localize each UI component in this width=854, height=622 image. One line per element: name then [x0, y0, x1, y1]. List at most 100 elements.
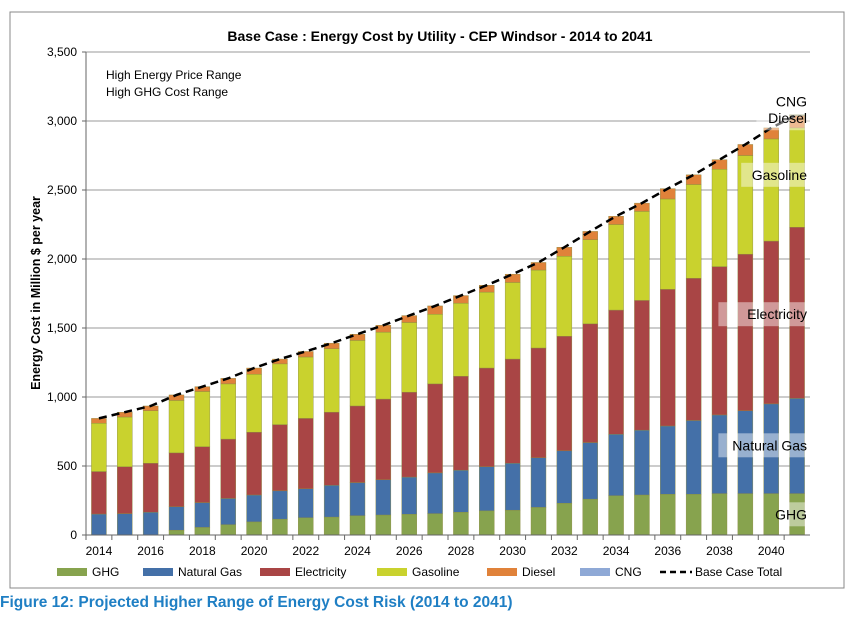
bar-electricity: [634, 300, 650, 431]
legend-item: CNG: [615, 565, 642, 579]
bar-natural-gas: [323, 485, 340, 518]
bar-electricity: [142, 463, 159, 513]
bar-electricity: [685, 278, 702, 421]
y-tick-label: 1,500: [47, 321, 77, 335]
y-tick-label: 2,000: [47, 252, 77, 266]
bar-ghg: [168, 529, 185, 536]
stacked-bar-chart: Base Case : Energy Cost by Utility - CEP…: [9, 11, 845, 589]
bar-ghg: [246, 521, 262, 536]
side-label-bg: [779, 502, 810, 527]
bar-ghg: [453, 512, 469, 536]
legend-swatch: [143, 568, 173, 576]
bar-natural-gas: [194, 502, 211, 528]
bar-electricity: [349, 405, 366, 483]
bar-natural-gas: [168, 506, 185, 531]
bar-natural-gas: [556, 450, 573, 504]
bar-electricity: [711, 266, 728, 416]
bar-gasoline: [608, 224, 624, 311]
bar-gasoline: [246, 374, 262, 433]
bar-gasoline: [168, 400, 185, 454]
bar-ghg: [530, 507, 547, 536]
y-tick-label: 0: [70, 528, 77, 542]
bar-diesel: [91, 418, 107, 424]
x-tick-label: 2032: [551, 544, 578, 558]
legend-item: Natural Gas: [178, 565, 242, 579]
bar-natural-gas: [634, 429, 650, 496]
x-tick-label: 2024: [344, 544, 371, 558]
bar-ghg: [375, 514, 392, 536]
y-tick-label: 1,000: [47, 390, 77, 404]
side-label-cng: CNG: [776, 94, 807, 110]
bar-natural-gas: [401, 476, 417, 515]
x-tick-label: 2022: [292, 544, 319, 558]
bar-electricity: [375, 398, 392, 481]
bar-ghg: [479, 510, 495, 536]
bar-natural-gas: [479, 466, 495, 512]
bar-diesel: [660, 188, 676, 200]
bar-gasoline: [194, 391, 211, 447]
bar-natural-gas: [453, 469, 469, 513]
bar-gasoline: [349, 340, 366, 407]
annotation-1: High Energy Price Range: [106, 68, 242, 82]
legend-swatch: [260, 568, 290, 576]
annotation-2: High GHG Cost Range: [106, 85, 228, 99]
bar-electricity: [737, 253, 754, 412]
bar-gasoline: [323, 348, 340, 413]
y-tick-label: 3,000: [47, 114, 77, 128]
legend-item: Gasoline: [412, 565, 460, 579]
bar-electricity: [453, 376, 469, 471]
bar-electricity: [91, 471, 107, 515]
bar-gasoline: [117, 416, 133, 467]
bar-ghg: [504, 509, 521, 536]
x-tick-label: 2026: [396, 544, 423, 558]
side-label-diesel: Diesel: [768, 110, 807, 126]
bar-electricity: [323, 411, 340, 486]
x-tick-label: 2036: [654, 544, 681, 558]
bar-gasoline: [530, 269, 547, 349]
bar-gasoline: [711, 169, 728, 267]
x-tick-label: 2028: [448, 544, 475, 558]
legend-item: Base Case Total: [695, 565, 782, 579]
bar-ghg: [660, 494, 676, 536]
chart-title: Base Case : Energy Cost by Utility - CEP…: [227, 28, 652, 44]
bar-gasoline: [272, 363, 288, 425]
y-tick-label: 3,500: [47, 45, 77, 59]
bar-diesel: [685, 174, 702, 185]
x-tick-label: 2040: [758, 544, 785, 558]
x-tick-label: 2030: [499, 544, 526, 558]
bar-ghg: [349, 515, 366, 536]
bar-gasoline: [479, 291, 495, 369]
bar-natural-gas: [246, 494, 262, 523]
bar-ghg: [556, 503, 573, 536]
bar-natural-gas: [530, 457, 547, 508]
bar-natural-gas: [117, 513, 133, 536]
bar-electricity: [194, 446, 211, 503]
side-label-gasoline: Gasoline: [752, 167, 807, 183]
bar-gasoline: [91, 423, 107, 472]
bar-ghg: [323, 516, 340, 536]
bar-electricity: [220, 438, 236, 499]
bar-gasoline: [220, 383, 236, 440]
side-label-bg: [779, 89, 810, 114]
bar-natural-gas: [298, 488, 314, 518]
bar-natural-gas: [349, 482, 366, 516]
bar-gasoline: [556, 256, 573, 337]
side-label-bg: [718, 433, 810, 458]
bar-ghg: [582, 498, 598, 536]
x-tick-label: 2020: [241, 544, 268, 558]
bar-electricity: [272, 424, 288, 492]
bar-gasoline: [298, 356, 314, 419]
bar-ghg: [711, 493, 728, 536]
bar-electricity: [246, 431, 262, 496]
bar-electricity: [660, 289, 676, 427]
legend-item: Diesel: [522, 565, 555, 579]
bar-electricity: [530, 347, 547, 458]
y-tick-label: 500: [57, 459, 77, 473]
bar-gasoline: [685, 184, 702, 279]
y-tick-label: 2,500: [47, 183, 77, 197]
bar-ghg: [608, 495, 624, 536]
bar-gasoline: [401, 322, 417, 393]
x-tick-label: 2014: [86, 544, 113, 558]
bar-gasoline: [427, 314, 443, 385]
bar-natural-gas: [272, 490, 288, 520]
